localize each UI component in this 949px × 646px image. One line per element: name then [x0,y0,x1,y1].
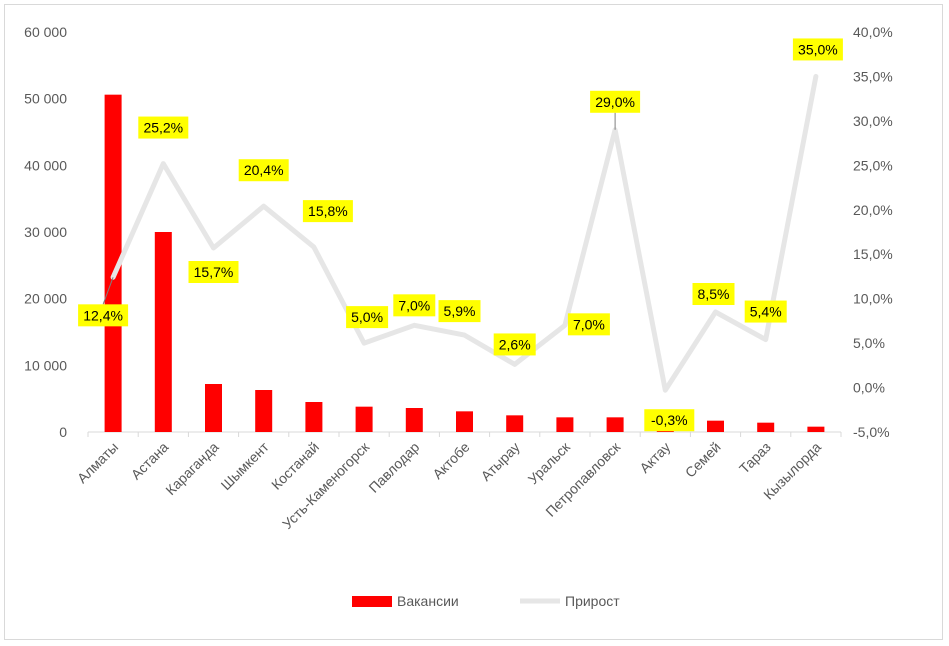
bar [556,417,574,432]
category-label: Алматы [74,439,121,486]
data-label-box [438,300,481,323]
data-label-box [188,261,239,283]
category-label: Усть-Каменогорск [279,438,373,532]
bar [205,384,222,432]
left-tick-label: 0 [59,424,67,440]
category-label: Актобе [429,439,473,483]
left-axis: 0 10 000 20 000 30 000 40 000 50 000 60 000 [24,24,67,440]
bar [456,411,473,432]
legend: Вакансии Прирост [352,593,620,609]
category-label: Астана [128,439,172,483]
legend-swatch-vacancies [352,596,392,607]
left-tick-label: 60 000 [24,24,67,40]
left-tick-label: 30 000 [24,224,67,240]
data-label-box [78,304,129,327]
bar [255,390,273,432]
data-label-box [744,300,787,323]
right-axis: -5,0% 0,0% 5,0% 10,0% 15,0% 20,0% 25,0% 30,0% 35… [853,24,893,440]
legend-label-vacancies: Вакансии [397,593,459,609]
right-tick-label: 20,0% [853,202,893,218]
bar [355,406,373,432]
data-label: 2,6% [499,336,531,352]
bar [305,402,323,432]
left-tick-label: 40 000 [24,157,67,173]
bar-series [104,94,825,433]
category-label: Семей [682,439,724,481]
right-tick-label: 15,0% [853,246,893,262]
data-label-box [567,313,610,336]
left-tick-label: 20 000 [24,291,67,307]
category-label: Шымкент [218,438,273,493]
right-tick-label: 35,0% [853,68,893,84]
data-label: 5,4% [750,304,782,320]
data-label-box [346,306,389,329]
right-tick-label: 5,0% [853,335,885,351]
left-tick-label: 50 000 [24,91,67,107]
category-label: Атырау [478,439,523,484]
right-tick-label: 25,0% [853,157,893,173]
data-label-box [590,90,641,113]
category-axis: Алматы АстанаКарагандаШымкентКостанайУсть… [74,432,842,532]
right-tick-label: -5,0% [853,424,890,440]
bar [757,422,775,432]
data-label-box [493,333,536,356]
data-label: 7,0% [398,297,430,313]
line-series [110,73,819,393]
data-labels: 12,4% 25,2% 15,7% 20,4% 15,8% 5,0% 7,0% 5,9% 2,6… [78,38,843,432]
category-label: Актау [636,439,673,476]
data-label: 29,0% [595,94,635,110]
category-label: Павлодар [365,439,422,496]
bar [154,232,172,432]
left-tick-label: 10 000 [24,357,67,373]
data-label: 15,8% [308,203,348,219]
combo-chart: 0 10 000 20 000 30 000 40 000 50 000 60 000 -5… [24,24,893,609]
data-label: -0,3% [651,412,688,428]
data-label-box [692,283,735,305]
data-label: 25,2% [143,120,183,136]
right-tick-label: 0,0% [853,380,885,396]
data-label-box [238,159,289,182]
chart-frame: 0 10 000 20 000 30 000 40 000 50 000 60 000 -5… [4,4,943,640]
data-label: 20,4% [244,162,284,178]
data-label-box [302,200,353,223]
data-label-leader [102,277,114,305]
data-label: 15,7% [194,264,234,280]
data-label: 5,0% [351,309,383,325]
data-label: 5,9% [444,303,476,319]
data-label-box [393,294,436,317]
data-label-box [792,38,843,61]
data-label: 35,0% [798,41,838,57]
bar [807,426,825,432]
bar [405,408,423,432]
right-tick-label: 30,0% [853,113,893,129]
category-label: Караганда [162,439,221,498]
category-label: Тараз [736,439,774,477]
data-label-box [138,116,189,139]
right-tick-label: 40,0% [853,24,893,40]
data-label: 7,0% [573,316,605,332]
data-label: 12,4% [83,307,123,323]
right-tick-label: 10,0% [853,291,893,307]
category-label: Уральск [525,438,574,487]
bar [707,420,724,432]
data-label: 8,5% [698,286,730,302]
data-label-box [644,409,695,432]
bar [104,94,122,433]
bar [506,415,524,432]
legend-label-growth: Прирост [565,593,620,609]
bar [606,417,624,432]
growth-line [110,73,819,393]
